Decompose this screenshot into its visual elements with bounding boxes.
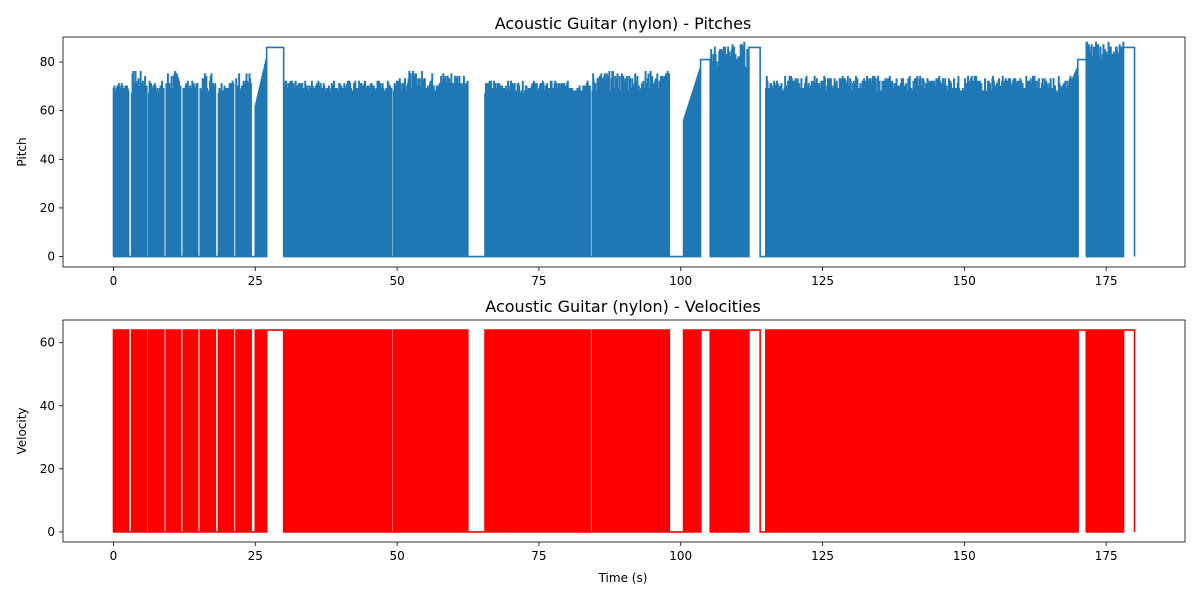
velocity-y-tick-label: 40 — [40, 399, 55, 413]
pitch-x-tick-label: 150 — [953, 274, 976, 288]
velocity-axes-frame — [62, 319, 1186, 543]
pitch-series — [112, 41, 1136, 258]
velocity-series-line — [112, 329, 1136, 533]
velocity-x-tick-label: 125 — [811, 549, 834, 563]
velocity-y-ticks: 0 20 40 60 — [40, 336, 63, 539]
pitch-x-tick-label: 50 — [389, 274, 404, 288]
pitch-y-tick-label: 60 — [40, 104, 55, 118]
velocity-x-tick-label: 0 — [110, 549, 118, 563]
velocity-panel: Acoustic Guitar (nylon) - Velocities 0 25… — [15, 297, 1186, 585]
x-axis-label: Time (s) — [598, 571, 648, 585]
pitch-series-line — [112, 41, 1136, 258]
pitch-y-tick-label: 0 — [47, 250, 55, 264]
velocity-x-tick-label: 50 — [389, 549, 404, 563]
velocity-y-axis-label: Velocity — [15, 407, 29, 454]
velocity-x-tick-label: 150 — [953, 549, 976, 563]
velocity-y-tick-label: 20 — [40, 462, 55, 476]
pitch-chart-title: Acoustic Guitar (nylon) - Pitches — [495, 14, 752, 33]
pitch-panel: Acoustic Guitar (nylon) - Pitches 0 25 50 7… — [15, 14, 1186, 288]
velocity-chart-title: Acoustic Guitar (nylon) - Velocities — [485, 297, 760, 316]
pitch-y-tick-label: 80 — [40, 55, 55, 69]
pitch-x-tick-label: 0 — [110, 274, 118, 288]
pitch-x-tick-label: 75 — [531, 274, 546, 288]
velocity-x-tick-label: 25 — [248, 549, 263, 563]
pitch-x-tick-label: 125 — [811, 274, 834, 288]
pitch-y-tick-label: 20 — [40, 201, 55, 215]
velocity-y-tick-label: 60 — [40, 336, 55, 350]
velocity-series — [112, 329, 1136, 533]
pitch-x-ticks: 0 25 50 75 100 125 150 175 — [110, 267, 1118, 288]
pitch-y-axis-label: Pitch — [15, 137, 29, 166]
pitch-y-ticks: 0 20 40 60 80 — [40, 55, 63, 264]
velocity-y-tick-label: 0 — [47, 525, 55, 539]
velocity-x-tick-label: 175 — [1095, 549, 1118, 563]
pitch-x-tick-label: 25 — [248, 274, 263, 288]
velocity-x-tick-label: 75 — [531, 549, 546, 563]
pitch-x-tick-label: 100 — [669, 274, 692, 288]
pitch-y-tick-label: 40 — [40, 152, 55, 166]
pitch-x-tick-label: 175 — [1095, 274, 1118, 288]
velocity-x-ticks: 0 25 50 75 100 125 150 175 — [110, 542, 1118, 563]
velocity-x-tick-label: 100 — [669, 549, 692, 563]
pitch-axes-frame — [62, 36, 1186, 268]
